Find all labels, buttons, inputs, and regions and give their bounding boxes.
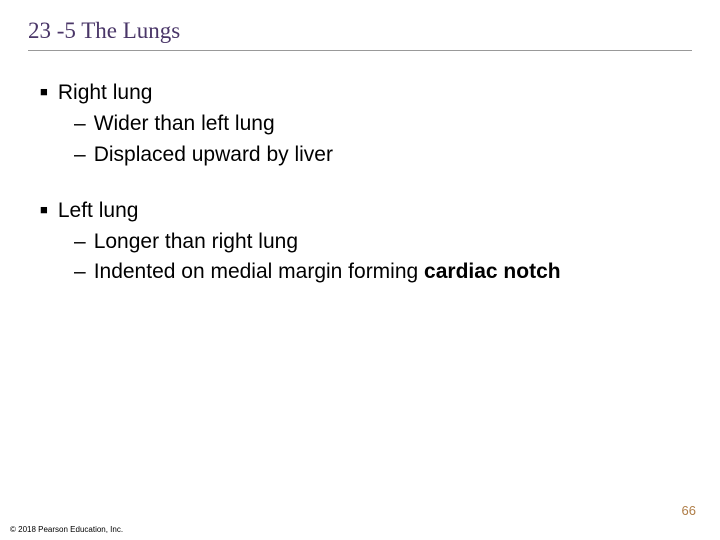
dash-bullet-icon: – bbox=[74, 110, 86, 137]
bullet-text: Wider than left lung bbox=[94, 110, 275, 137]
square-bullet-icon: ■ bbox=[40, 203, 48, 216]
bullet-level1: ■ Left lung bbox=[40, 197, 692, 224]
copyright-text: © 2018 Pearson Education, Inc. bbox=[10, 525, 123, 534]
content-area: ■ Right lung – Wider than left lung – Di… bbox=[28, 79, 692, 286]
bullet-text: Displaced upward by liver bbox=[94, 141, 333, 168]
spacer bbox=[40, 171, 692, 193]
dash-bullet-icon: – bbox=[74, 141, 86, 168]
dash-bullet-icon: – bbox=[74, 258, 86, 285]
page-number: 66 bbox=[682, 503, 696, 518]
bullet-level2: – Displaced upward by liver bbox=[74, 141, 692, 168]
bullet-text: Indented on medial margin forming cardia… bbox=[94, 258, 561, 285]
slide-title: 23 -5 The Lungs bbox=[28, 18, 692, 51]
bullet-text: Longer than right lung bbox=[94, 228, 298, 255]
square-bullet-icon: ■ bbox=[40, 85, 48, 98]
bullet-level1: ■ Right lung bbox=[40, 79, 692, 106]
bullet-level2: – Wider than left lung bbox=[74, 110, 692, 137]
bullet-text-bold: cardiac notch bbox=[424, 260, 561, 283]
dash-bullet-icon: – bbox=[74, 228, 86, 255]
bullet-level2: – Indented on medial margin forming card… bbox=[74, 258, 692, 285]
bullet-level2: – Longer than right lung bbox=[74, 228, 692, 255]
bullet-text-pre: Indented on medial margin forming bbox=[94, 260, 424, 283]
slide-container: 23 -5 The Lungs ■ Right lung – Wider tha… bbox=[0, 0, 720, 540]
bullet-text: Left lung bbox=[58, 197, 139, 224]
bullet-text: Right lung bbox=[58, 79, 153, 106]
